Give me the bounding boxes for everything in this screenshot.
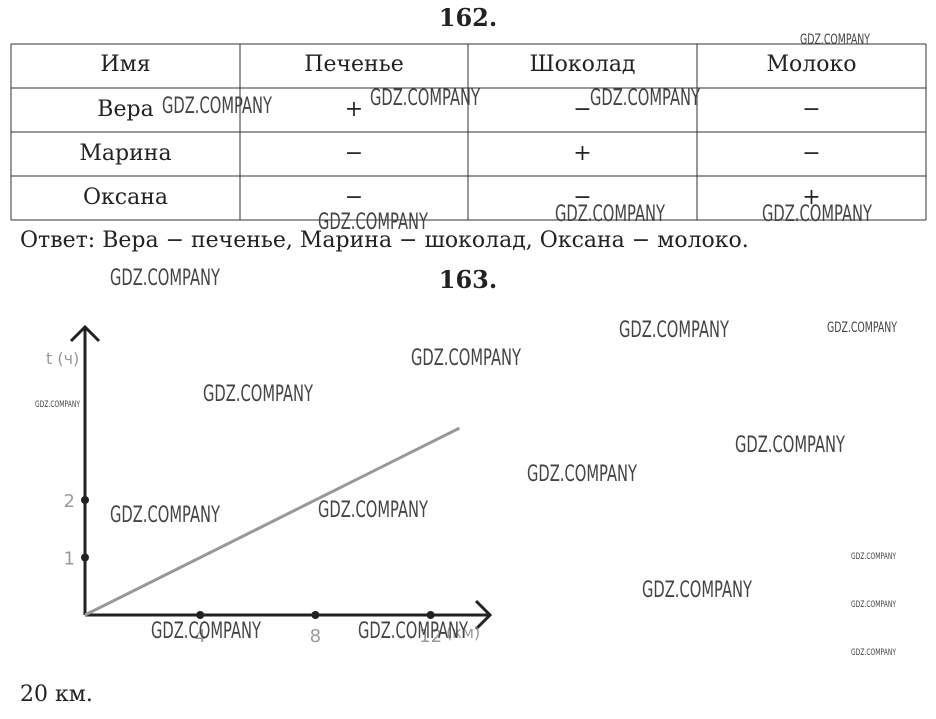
tick-dot [81, 496, 89, 504]
table-header: Имя [100, 52, 150, 77]
x-axis-label: (км) [446, 623, 480, 642]
table-cell: + [802, 185, 820, 210]
table-header: Печенье [304, 52, 403, 77]
answer: 20 км. [20, 682, 93, 707]
watermark: GDZ.COMPANY [110, 503, 220, 528]
watermark: GDZ.COMPANY [619, 318, 729, 343]
watermark: GDZ.COMPANY [110, 266, 220, 291]
watermark: GDZ.COMPANY [411, 346, 521, 371]
y-tick-label: 2 [64, 491, 75, 512]
table-cell: − [802, 141, 820, 166]
table-cell: Вера [97, 97, 153, 122]
y-tick-label: 1 [64, 549, 75, 570]
task-number: 162. [439, 3, 497, 32]
x-tick-label: 4 [194, 626, 205, 647]
watermark: GDZ.COMPANY [35, 400, 80, 410]
x-tick-label: 8 [310, 626, 321, 647]
watermark: GDZ.COMPANY [851, 648, 896, 658]
table-header: Шоколад [530, 52, 636, 77]
watermark: GDZ.COMPANY [318, 210, 428, 235]
watermark: GDZ.COMPANY [358, 619, 468, 644]
tick-dot [196, 611, 205, 619]
arrow [69, 324, 101, 343]
y-axis-label: t (ч) [46, 349, 79, 368]
watermark: GDZ.COMPANY [203, 382, 313, 407]
answer: Ответ: Вера − печенье, Марина − шоколад,… [20, 228, 749, 253]
watermark: GDZ.COMPANY [590, 86, 700, 111]
watermark: GDZ.COMPANY [555, 202, 665, 227]
table-cell: − [573, 97, 591, 122]
graph-line [84, 426, 461, 617]
watermark: GDZ.COMPANY [827, 320, 897, 336]
tick-dot [426, 611, 435, 619]
table-cell: − [802, 97, 820, 122]
watermark: GDZ.COMPANY [642, 578, 752, 603]
watermark: GDZ.COMPANY [162, 94, 272, 119]
watermark: GDZ.COMPANY [851, 552, 896, 562]
watermark: GDZ.COMPANY [318, 498, 428, 523]
table-cell: + [345, 97, 363, 122]
arrow [474, 599, 493, 631]
tick-dot [81, 553, 89, 562]
watermark: GDZ.COMPANY [800, 32, 870, 48]
watermark: GDZ.COMPANY [151, 619, 261, 644]
watermark: GDZ.COMPANY [527, 462, 637, 487]
table-cell: Оксана [83, 185, 168, 210]
watermark: GDZ.COMPANY [370, 86, 480, 111]
watermark: GDZ.COMPANY [851, 600, 896, 610]
tick-dot [311, 611, 320, 619]
table-cell: + [573, 141, 591, 166]
watermark: GDZ.COMPANY [735, 433, 845, 458]
x-tick-label: 12 [419, 626, 442, 647]
watermark: GDZ.COMPANY [762, 202, 872, 227]
table-cell: Марина [79, 141, 171, 166]
table-cell: − [345, 141, 363, 166]
task-number: 163. [439, 265, 497, 294]
table-cell: − [573, 185, 591, 210]
table-cell: − [345, 185, 363, 210]
table-header: Молоко [767, 52, 857, 77]
